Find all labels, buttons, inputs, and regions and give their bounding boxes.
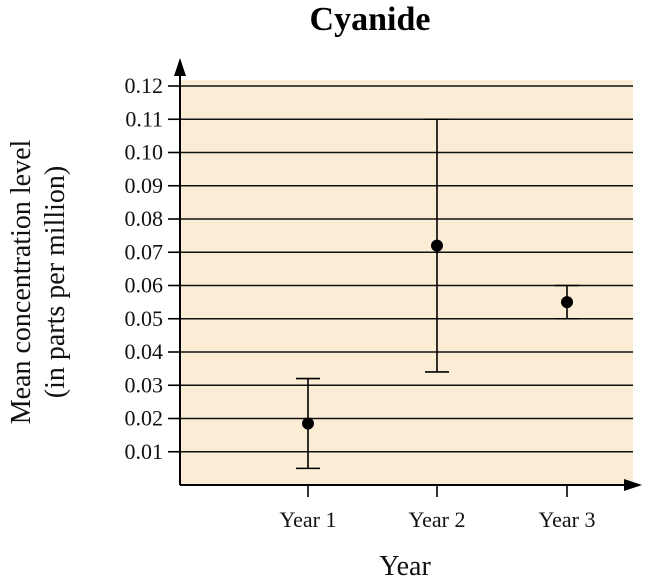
y-tick-label: 0.02: [125, 406, 164, 431]
x-ticks: Year 1 Year 2 Year 3: [279, 485, 596, 532]
y-tick-label: 0.01: [125, 439, 164, 464]
chart-title: Cyanide: [310, 1, 431, 38]
y-tick-label: 0.09: [125, 173, 164, 198]
y-axis-arrow: [174, 58, 186, 76]
y-tick-label: 0.06: [125, 273, 164, 298]
y-tick-label: 0.04: [125, 339, 164, 364]
y-ticks: 0.01 0.02 0.03 0.04 0.05 0.06 0.07 0.08 0.09 0.10…: [125, 73, 180, 464]
gridlines: [180, 85, 633, 453]
axes: [174, 58, 642, 491]
x-axis-label: Year: [379, 551, 431, 582]
y-tick-label: 0.03: [125, 372, 164, 397]
mean-point-2: [431, 239, 443, 252]
y-tick-label: 0.05: [125, 306, 164, 331]
x-axis-arrow: [624, 479, 642, 491]
y-axis-label-line2: (in parts per million): [40, 166, 71, 399]
y-tick-label: 0.10: [125, 140, 164, 165]
y-tick-label: 0.07: [125, 239, 164, 264]
mean-point-3: [561, 296, 573, 309]
y-tick-label: 0.11: [125, 106, 163, 131]
plot-background: [180, 80, 633, 485]
mean-point-1: [302, 417, 314, 430]
y-tick-label: 0.12: [125, 73, 164, 98]
data-marks: [296, 118, 579, 470]
x-tick-label: Year 3: [538, 507, 595, 532]
x-tick-label: Year 1: [279, 507, 336, 532]
y-axis-label-line1: Mean concentration level: [6, 140, 37, 425]
y-tick-label: 0.08: [125, 206, 164, 231]
x-tick-label: Year 2: [408, 507, 465, 532]
